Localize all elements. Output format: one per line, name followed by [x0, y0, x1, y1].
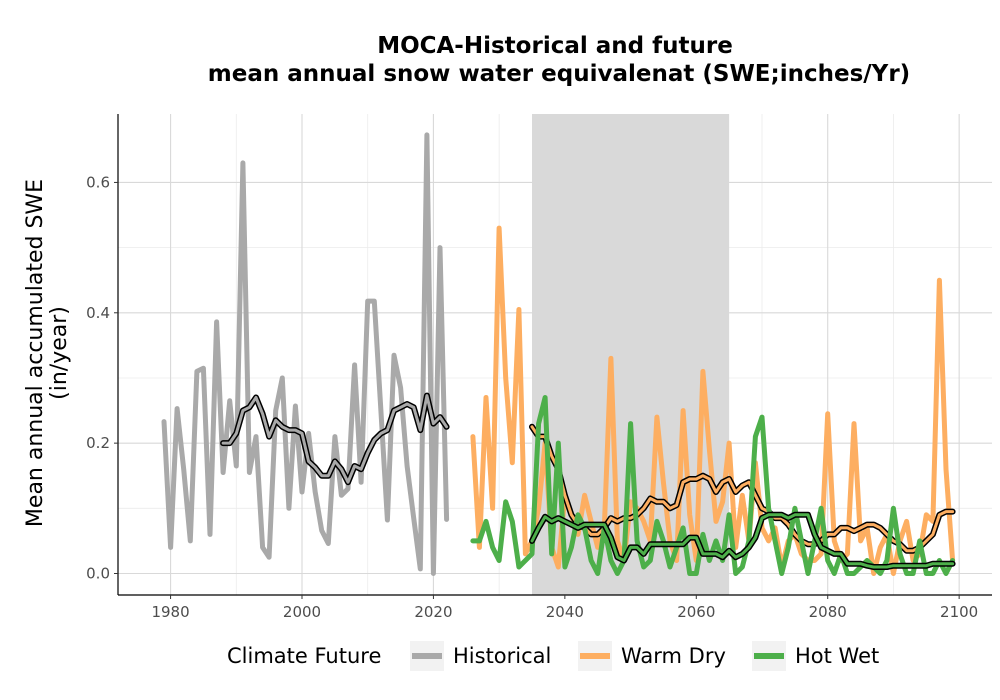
tick-labels: 1980 2000 2020 2040 2060 2080 2100 0.0 0.2 0.4 0.6	[86, 173, 978, 621]
x-tick-label: 1980	[151, 603, 189, 621]
y-tick-label: 0.0	[86, 564, 110, 582]
legend-label-hot-wet: Hot Wet	[795, 644, 879, 668]
y-axis-label: Mean annual accumulated SWE (in/year)	[23, 179, 72, 527]
x-tick-label: 2060	[677, 603, 715, 621]
y-tick-label: 0.6	[86, 173, 110, 191]
y-axis-label-line1: Mean annual accumulated SWE	[23, 179, 48, 527]
legend-label-historical: Historical	[453, 644, 551, 668]
chart-subtitle: mean annual snow water equivalenat (SWE;…	[208, 61, 910, 87]
hot-wet-smoothed-line	[530, 513, 955, 569]
chart-title: MOCA-Historical and future	[377, 33, 733, 59]
historical-smoothed-line	[221, 394, 449, 484]
y-tick-label: 0.4	[86, 304, 110, 322]
y-axis-label-line2: (in/year)	[47, 306, 72, 400]
historical-line	[161, 132, 450, 576]
x-tick-label: 2080	[809, 603, 847, 621]
axes	[117, 114, 992, 596]
legend-title: Climate Future	[227, 644, 381, 668]
legend: Climate Future Historical Warm Dry Hot Wet	[227, 641, 879, 671]
legend-label-warm-dry: Warm Dry	[621, 644, 726, 668]
series-lines	[161, 132, 956, 576]
x-tick-label: 2000	[283, 603, 321, 621]
y-tick-label: 0.2	[86, 434, 110, 452]
x-tick-label: 2040	[546, 603, 584, 621]
x-tick-label: 2020	[414, 603, 452, 621]
x-tick-label: 2100	[940, 603, 978, 621]
